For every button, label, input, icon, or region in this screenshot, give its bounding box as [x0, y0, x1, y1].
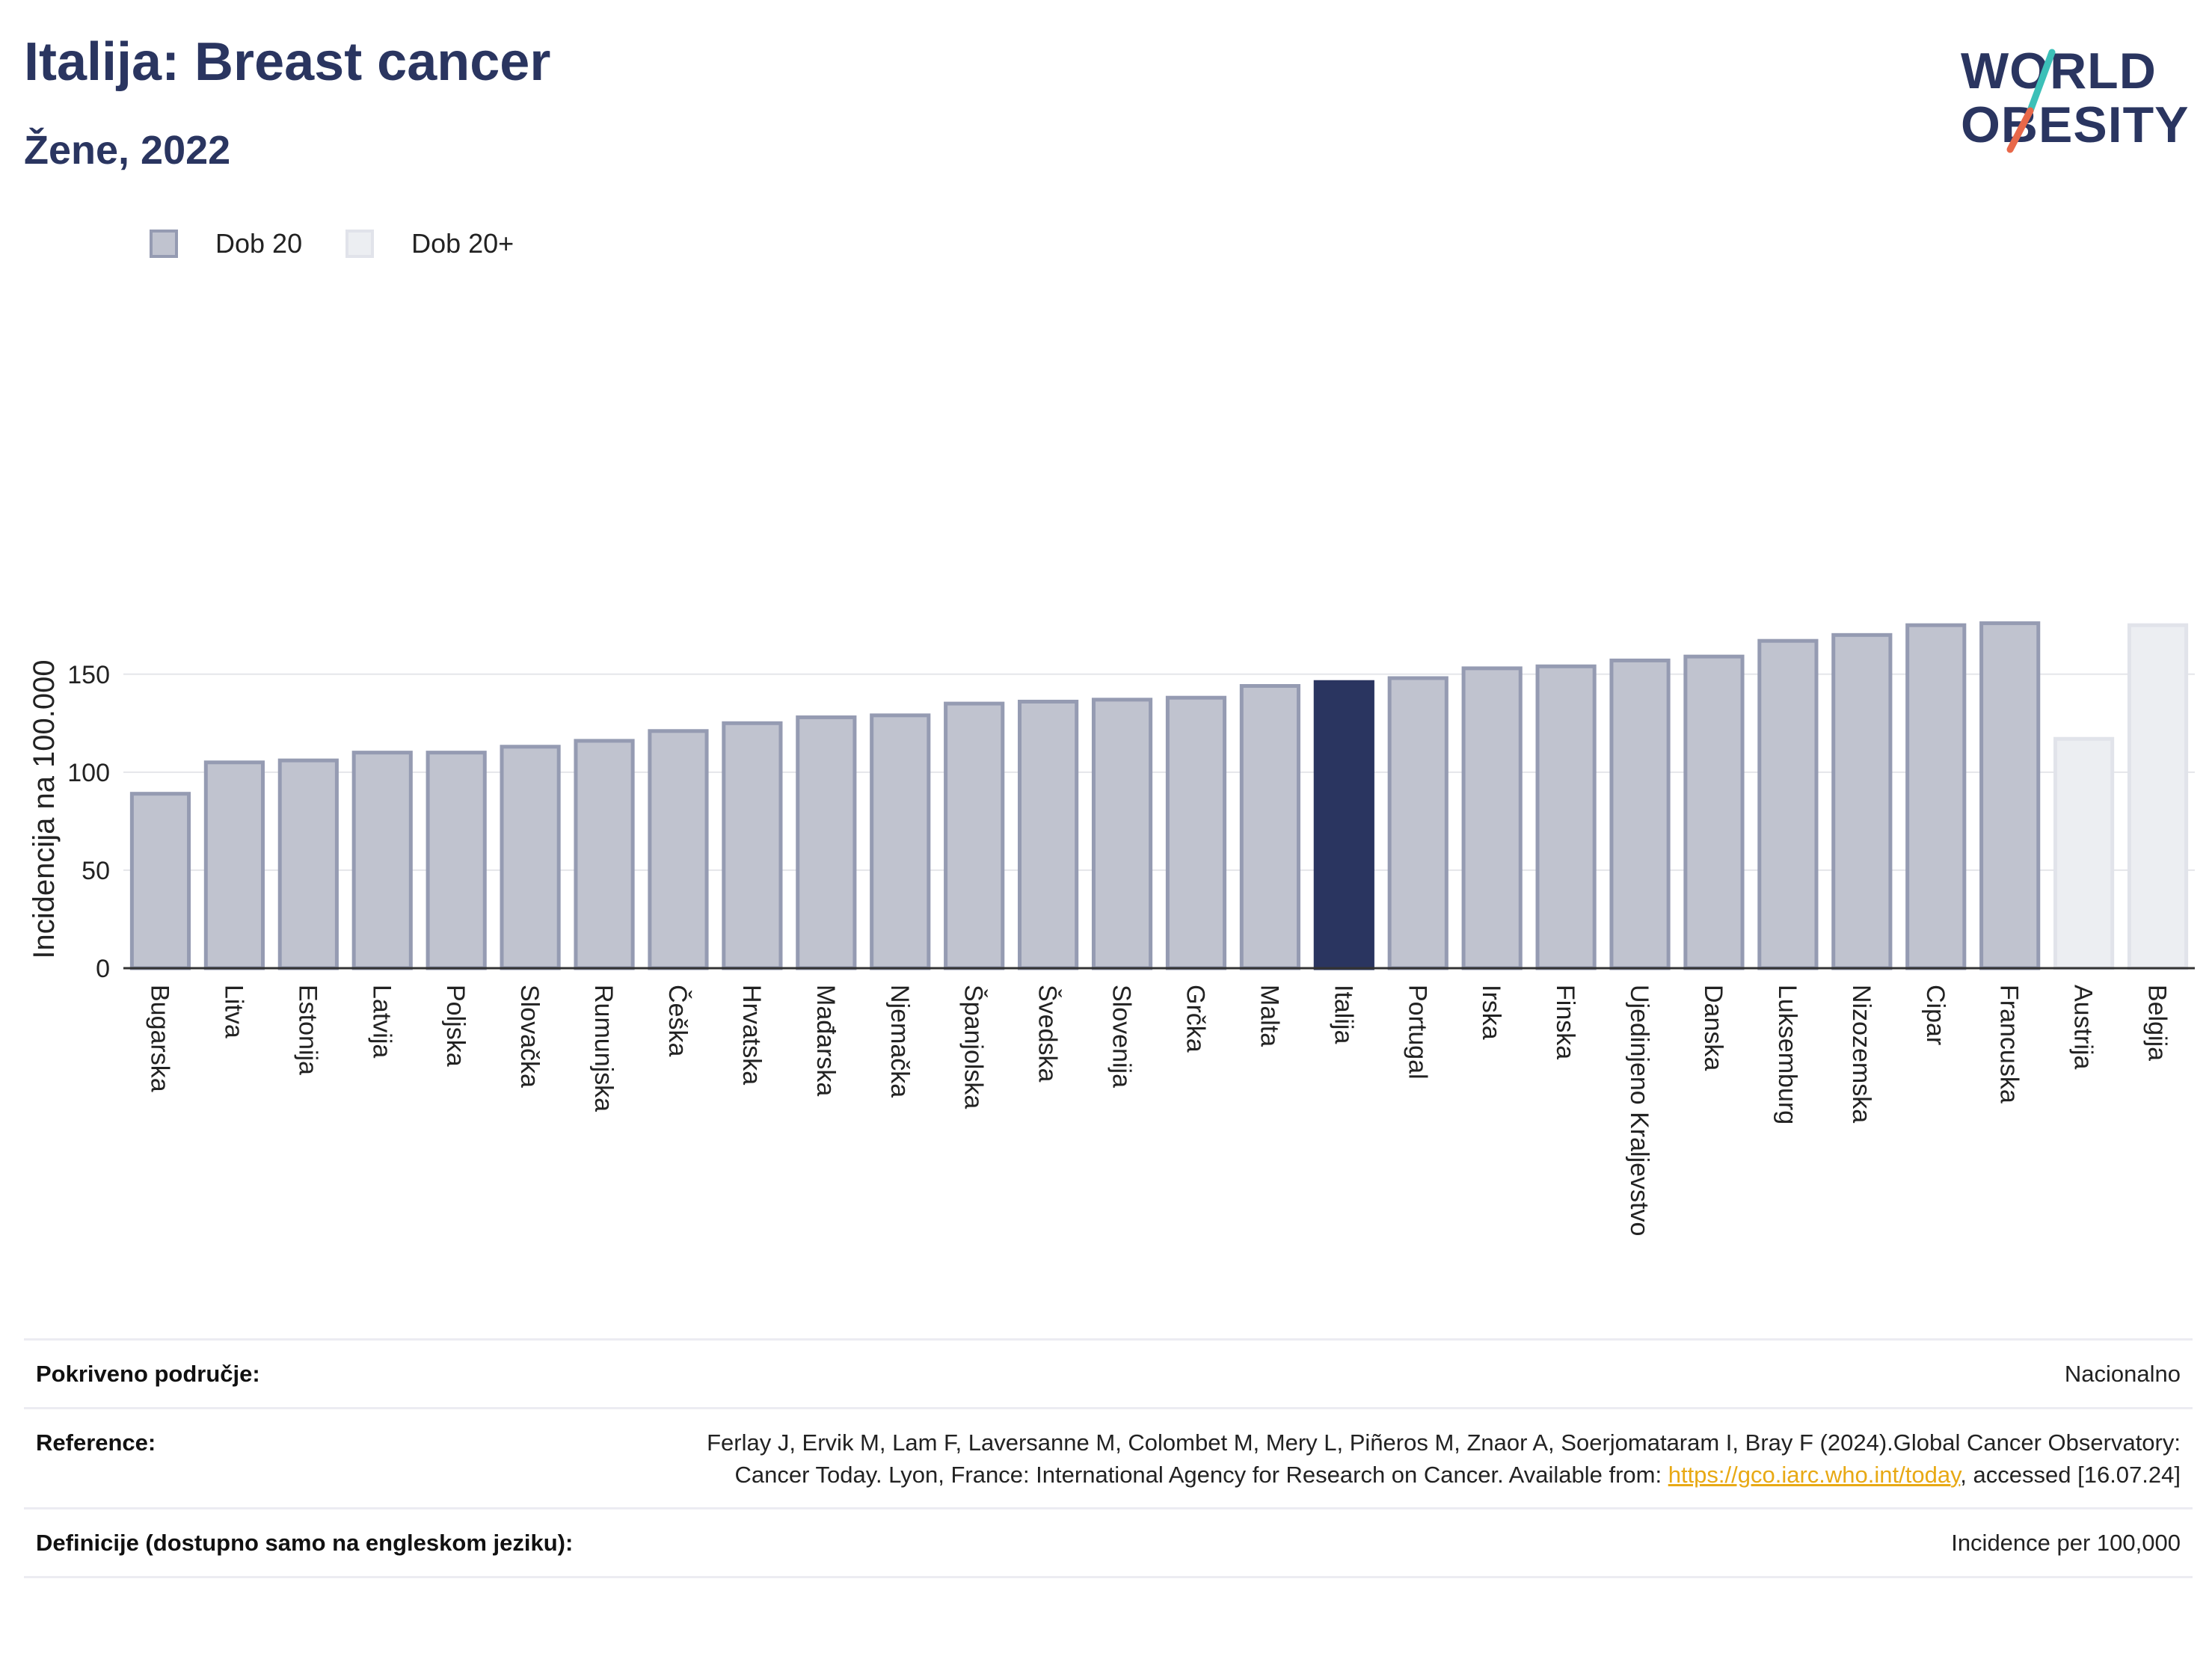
- legend-label-dob-20-plus: Dob 20+: [411, 228, 514, 259]
- chart-title: Italija: Breast cancer: [24, 32, 551, 92]
- footer-row-definitions: Definicije (dostupno samo na engleskom j…: [24, 1507, 2193, 1579]
- x-tick-label: Mađarska: [811, 985, 840, 1096]
- x-tick-label: Francuska: [1995, 985, 2024, 1104]
- x-tick-label: Italija: [1329, 985, 1357, 1044]
- x-tick-label: Poljska: [441, 985, 470, 1067]
- bar-slovenija[interactable]: [1091, 698, 1153, 970]
- x-tick-label: Nizozemska: [1847, 985, 1875, 1123]
- bar-danska[interactable]: [1683, 654, 1745, 970]
- bar-malta[interactable]: [1239, 683, 1300, 970]
- y-axis-label: Incidencija na 100.000: [28, 659, 61, 958]
- logo-slash-top: [2027, 49, 2056, 114]
- bar-austrija[interactable]: [2053, 736, 2115, 970]
- bar-irska[interactable]: [1461, 666, 1523, 970]
- logo-line-1: WORLD: [1961, 43, 2157, 99]
- x-tick-label: Portugal: [1403, 985, 1431, 1080]
- chart-subtitle: Žene, 2022: [24, 128, 231, 173]
- x-tick-label: Ujedinjeno Kraljevstvo: [1625, 985, 1653, 1236]
- legend-swatch-dob-20-plus: [345, 230, 375, 258]
- coverage-label: Pokriveno područje:: [36, 1361, 260, 1387]
- reference-label: Reference:: [36, 1429, 156, 1456]
- y-tick-label: 150: [67, 661, 110, 689]
- x-tick-label: Irska: [1477, 985, 1505, 1040]
- x-tick-label: Španjolska: [959, 985, 988, 1109]
- legend-swatch-dob-20: [150, 230, 178, 258]
- y-tick-label: 100: [67, 759, 110, 787]
- bar-francuska[interactable]: [1979, 621, 2041, 970]
- x-tick-label: Bugarska: [145, 985, 173, 1092]
- bar-finska[interactable]: [1535, 664, 1597, 970]
- x-tick-label: Belgija: [2143, 985, 2172, 1061]
- coverage-value: Nacionalno: [2064, 1361, 2181, 1387]
- logo-line-2: OBESITY: [1961, 96, 2190, 153]
- definitions-value: Incidence per 100,000: [1951, 1530, 2181, 1557]
- bar-njemačka[interactable]: [870, 713, 931, 970]
- bar-češka[interactable]: [648, 729, 709, 970]
- bar-portugal[interactable]: [1387, 676, 1448, 970]
- bar-nizozemska[interactable]: [1831, 632, 1893, 970]
- x-tick-label: Latvija: [367, 985, 396, 1058]
- x-tick-label: Austrija: [2069, 985, 2098, 1069]
- legend-label-dob-20: Dob 20: [215, 228, 303, 259]
- bar-bugarska[interactable]: [129, 792, 191, 970]
- bar-rumunjska[interactable]: [574, 739, 635, 970]
- chart-footer: Pokriveno područje: Nacionalno Reference…: [24, 1338, 2193, 1579]
- footer-row-coverage: Pokriveno područje: Nacionalno: [24, 1338, 2193, 1407]
- bar-španjolska[interactable]: [944, 701, 1005, 970]
- bar-švedska[interactable]: [1018, 699, 1079, 970]
- bar-hrvatska[interactable]: [722, 721, 783, 970]
- bar-luksemburg[interactable]: [1757, 638, 1819, 970]
- legend-item-dob-20-plus[interactable]: Dob 20+: [345, 228, 514, 259]
- reference-link[interactable]: https://gco.iarc.who.int/today: [1668, 1461, 1961, 1488]
- chart-legend: Dob 20 Dob 20+: [150, 223, 557, 265]
- bar-grčka[interactable]: [1165, 695, 1227, 970]
- bar-ujedinjeno-kraljevstvo[interactable]: [1609, 658, 1671, 970]
- bar-italija[interactable]: [1313, 680, 1374, 970]
- x-tick-label: Finska: [1551, 985, 1579, 1059]
- x-tick-label: Slovenija: [1107, 985, 1136, 1088]
- bar-cipar[interactable]: [1905, 623, 1967, 970]
- reference-text: Ferlay J, Ervik M, Lam F, Laversanne M, …: [707, 1429, 2181, 1488]
- legend-item-dob-20[interactable]: Dob 20: [150, 228, 302, 259]
- definitions-label: Definicije (dostupno samo na engleskom j…: [36, 1530, 574, 1557]
- x-tick-label: Luksemburg: [1773, 985, 1801, 1124]
- bar-belgija[interactable]: [2127, 623, 2189, 970]
- reference-value: Ferlay J, Ervik M, Lam F, Laversanne M, …: [648, 1427, 2181, 1492]
- reference-suffix: , accessed [16.07.24]: [1960, 1461, 2181, 1488]
- x-tick-label: Danska: [1699, 985, 1727, 1071]
- x-tick-label: Rumunjska: [589, 985, 618, 1112]
- bar-slovačka[interactable]: [500, 745, 561, 970]
- x-tick-label: Njemačka: [885, 985, 914, 1098]
- x-tick-label: Švedska: [1033, 985, 1062, 1082]
- logo-slash-bottom: [2006, 107, 2034, 153]
- footer-row-reference: Reference: Ferlay J, Ervik M, Lam F, Lav…: [24, 1406, 2193, 1508]
- bar-litva[interactable]: [203, 760, 265, 970]
- bar-latvija[interactable]: [351, 751, 413, 970]
- x-tick-label: Estonija: [293, 985, 322, 1075]
- x-tick-label: Litva: [219, 985, 248, 1038]
- y-tick-label: 0: [96, 955, 110, 983]
- x-tick-label: Malta: [1255, 985, 1283, 1047]
- x-tick-label: Hrvatska: [737, 985, 766, 1085]
- bar-poljska[interactable]: [425, 751, 487, 970]
- x-tick-label: Grčka: [1181, 985, 1209, 1053]
- y-tick-label: 50: [82, 857, 110, 885]
- x-tick-label: Slovačka: [515, 985, 544, 1088]
- x-tick-label: Cipar: [1921, 985, 1950, 1045]
- bar-estonija[interactable]: [277, 758, 339, 970]
- x-tick-label: Češka: [663, 985, 692, 1056]
- bar-mađarska[interactable]: [796, 715, 857, 970]
- world-obesity-logo: WORLD OBESITY: [1944, 22, 2199, 164]
